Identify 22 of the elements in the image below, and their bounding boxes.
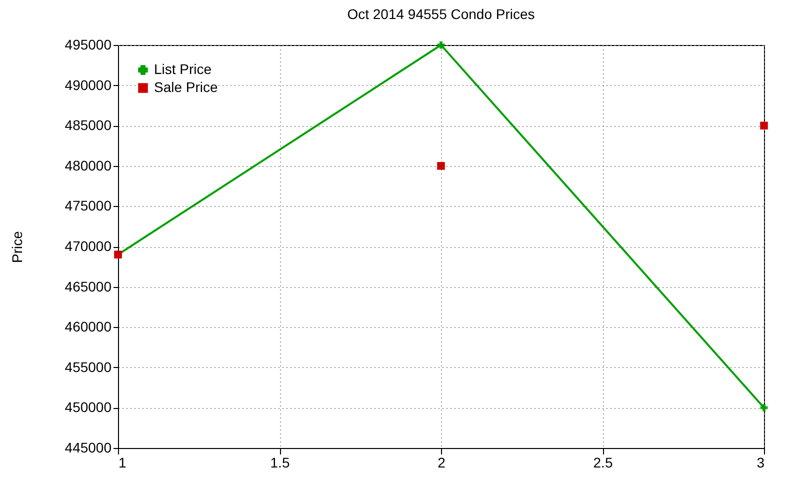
y-tick-label: 485000	[64, 117, 112, 134]
y-tick-label: 465000	[64, 278, 112, 294]
legend-label: Sale Price	[154, 79, 218, 95]
legend-label: List Price	[154, 61, 212, 77]
y-tick-label: 495000	[64, 36, 112, 52]
x-tick-label: 2.5	[593, 454, 613, 470]
chart-title: Oct 2014 94555 Condo Prices	[347, 6, 535, 22]
y-tick-label: 470000	[64, 238, 112, 254]
y-tick-label: 490000	[64, 76, 112, 93]
x-tick-label: 2	[438, 454, 446, 470]
y-tick-label: 455000	[64, 358, 112, 375]
y-tick-label: 480000	[64, 157, 112, 174]
x-tick-label: 1.5	[270, 454, 290, 470]
point	[760, 122, 768, 130]
y-tick-label: 460000	[64, 318, 112, 335]
y-axis-title: Price	[8, 230, 25, 263]
point	[437, 162, 445, 170]
y-tick-label: 450000	[64, 399, 112, 416]
y-tick-label: 445000	[64, 440, 112, 456]
x-tick-label: 3	[756, 454, 765, 470]
x-tick-label: 1	[118, 454, 126, 470]
y-tick-label: 475000	[64, 198, 112, 214]
